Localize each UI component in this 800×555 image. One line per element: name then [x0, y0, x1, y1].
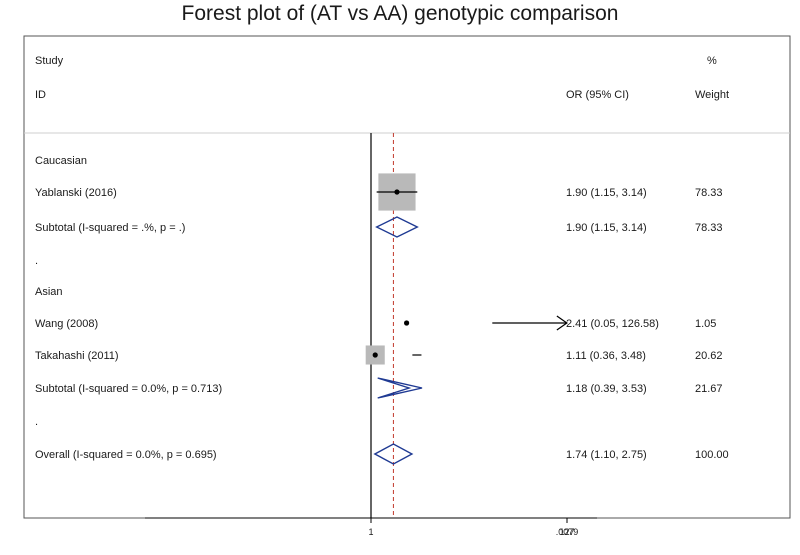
ci-arrow: [556, 315, 568, 331]
column-headers: Study ID OR (95% CI)% Weight: [35, 55, 729, 101]
header-study: Study: [35, 55, 64, 67]
study-rows: Caucasian Yablanski (2016) 1.90 (1.15, 3.1…: [35, 155, 729, 465]
pooled-diamond: [373, 443, 414, 465]
row-or-ci: 1.11 (0.36, 3.48): [566, 350, 646, 362]
row-study: Yablanski (2016) 1.90 (1.15, 3.14) 78.33: [35, 173, 723, 211]
frame-border: [23, 35, 791, 519]
point-estimate: [394, 189, 400, 195]
row-label: .: [35, 255, 38, 267]
row-study: Takahashi (2011) 1.11 (0.36, 3.48) 20.62: [35, 345, 723, 365]
row-weight: 78.33: [695, 222, 723, 234]
row-label: Subtotal (I-squared = .%, p = .): [35, 222, 185, 234]
row-subtotal: Subtotal (I-squared = 0.0%, p = 0.713) 1.…: [35, 377, 723, 399]
row-subtotal: Subtotal (I-squared = .%, p = .) 1.90 (1.…: [35, 216, 723, 238]
row-weight: 100.00: [695, 449, 729, 461]
row-spacer: .: [35, 416, 38, 428]
row-or-ci: 1.74 (1.10, 2.75): [566, 449, 647, 461]
row-weight: 21.67: [695, 383, 723, 395]
row-weight: 1.05: [695, 318, 716, 330]
row-label: Overall (I-squared = 0.0%, p = 0.695): [35, 449, 217, 461]
row-group: Caucasian: [35, 155, 87, 167]
x-axis: .0079 1 127: [145, 517, 597, 537]
row-spacer: .: [35, 255, 38, 267]
pooled-diamond: [375, 216, 419, 238]
plot-frame: [23, 35, 791, 519]
row-label: Wang (2008): [35, 318, 98, 330]
row-weight: 78.33: [695, 187, 723, 199]
x-tick-label: 127: [559, 527, 574, 537]
x-tick-label: .0079: [556, 527, 579, 537]
header-id: ID: [35, 89, 46, 101]
header-weight: Weight: [695, 89, 729, 101]
row-or-ci: 1.90 (1.15, 3.14): [566, 222, 647, 234]
x-tick-label: 1: [368, 527, 373, 537]
row-or-ci: 1.18 (0.39, 3.53): [566, 383, 647, 395]
row-label: Yablanski (2016): [35, 187, 117, 199]
row-group: Asian: [35, 286, 63, 298]
row-label: Takahashi (2011): [35, 350, 119, 362]
point-estimate: [403, 320, 410, 326]
row-or-ci: 1.90 (1.15, 3.14): [566, 187, 647, 199]
row-or-ci: 2.41 (0.05, 126.58): [566, 318, 659, 330]
row-weight: 20.62: [695, 350, 723, 362]
row-overall: Overall (I-squared = 0.0%, p = 0.695) 1.7…: [35, 443, 729, 465]
row-label: Subtotal (I-squared = 0.0%, p = 0.713): [35, 383, 222, 395]
point-estimate: [372, 352, 378, 358]
header-percent: %: [707, 55, 717, 67]
header-or-ci: OR (95% CI): [566, 89, 629, 101]
row-label: Caucasian: [35, 155, 87, 167]
row-study: Wang (2008) 2.41 (0.05, 126.58) 1.05: [35, 315, 716, 331]
pooled-diamond: [377, 377, 423, 399]
row-label: .: [35, 416, 38, 428]
row-label: Asian: [35, 286, 63, 298]
chart-title: Forest plot of (AT vs AA) genotypic comp…: [181, 2, 619, 25]
